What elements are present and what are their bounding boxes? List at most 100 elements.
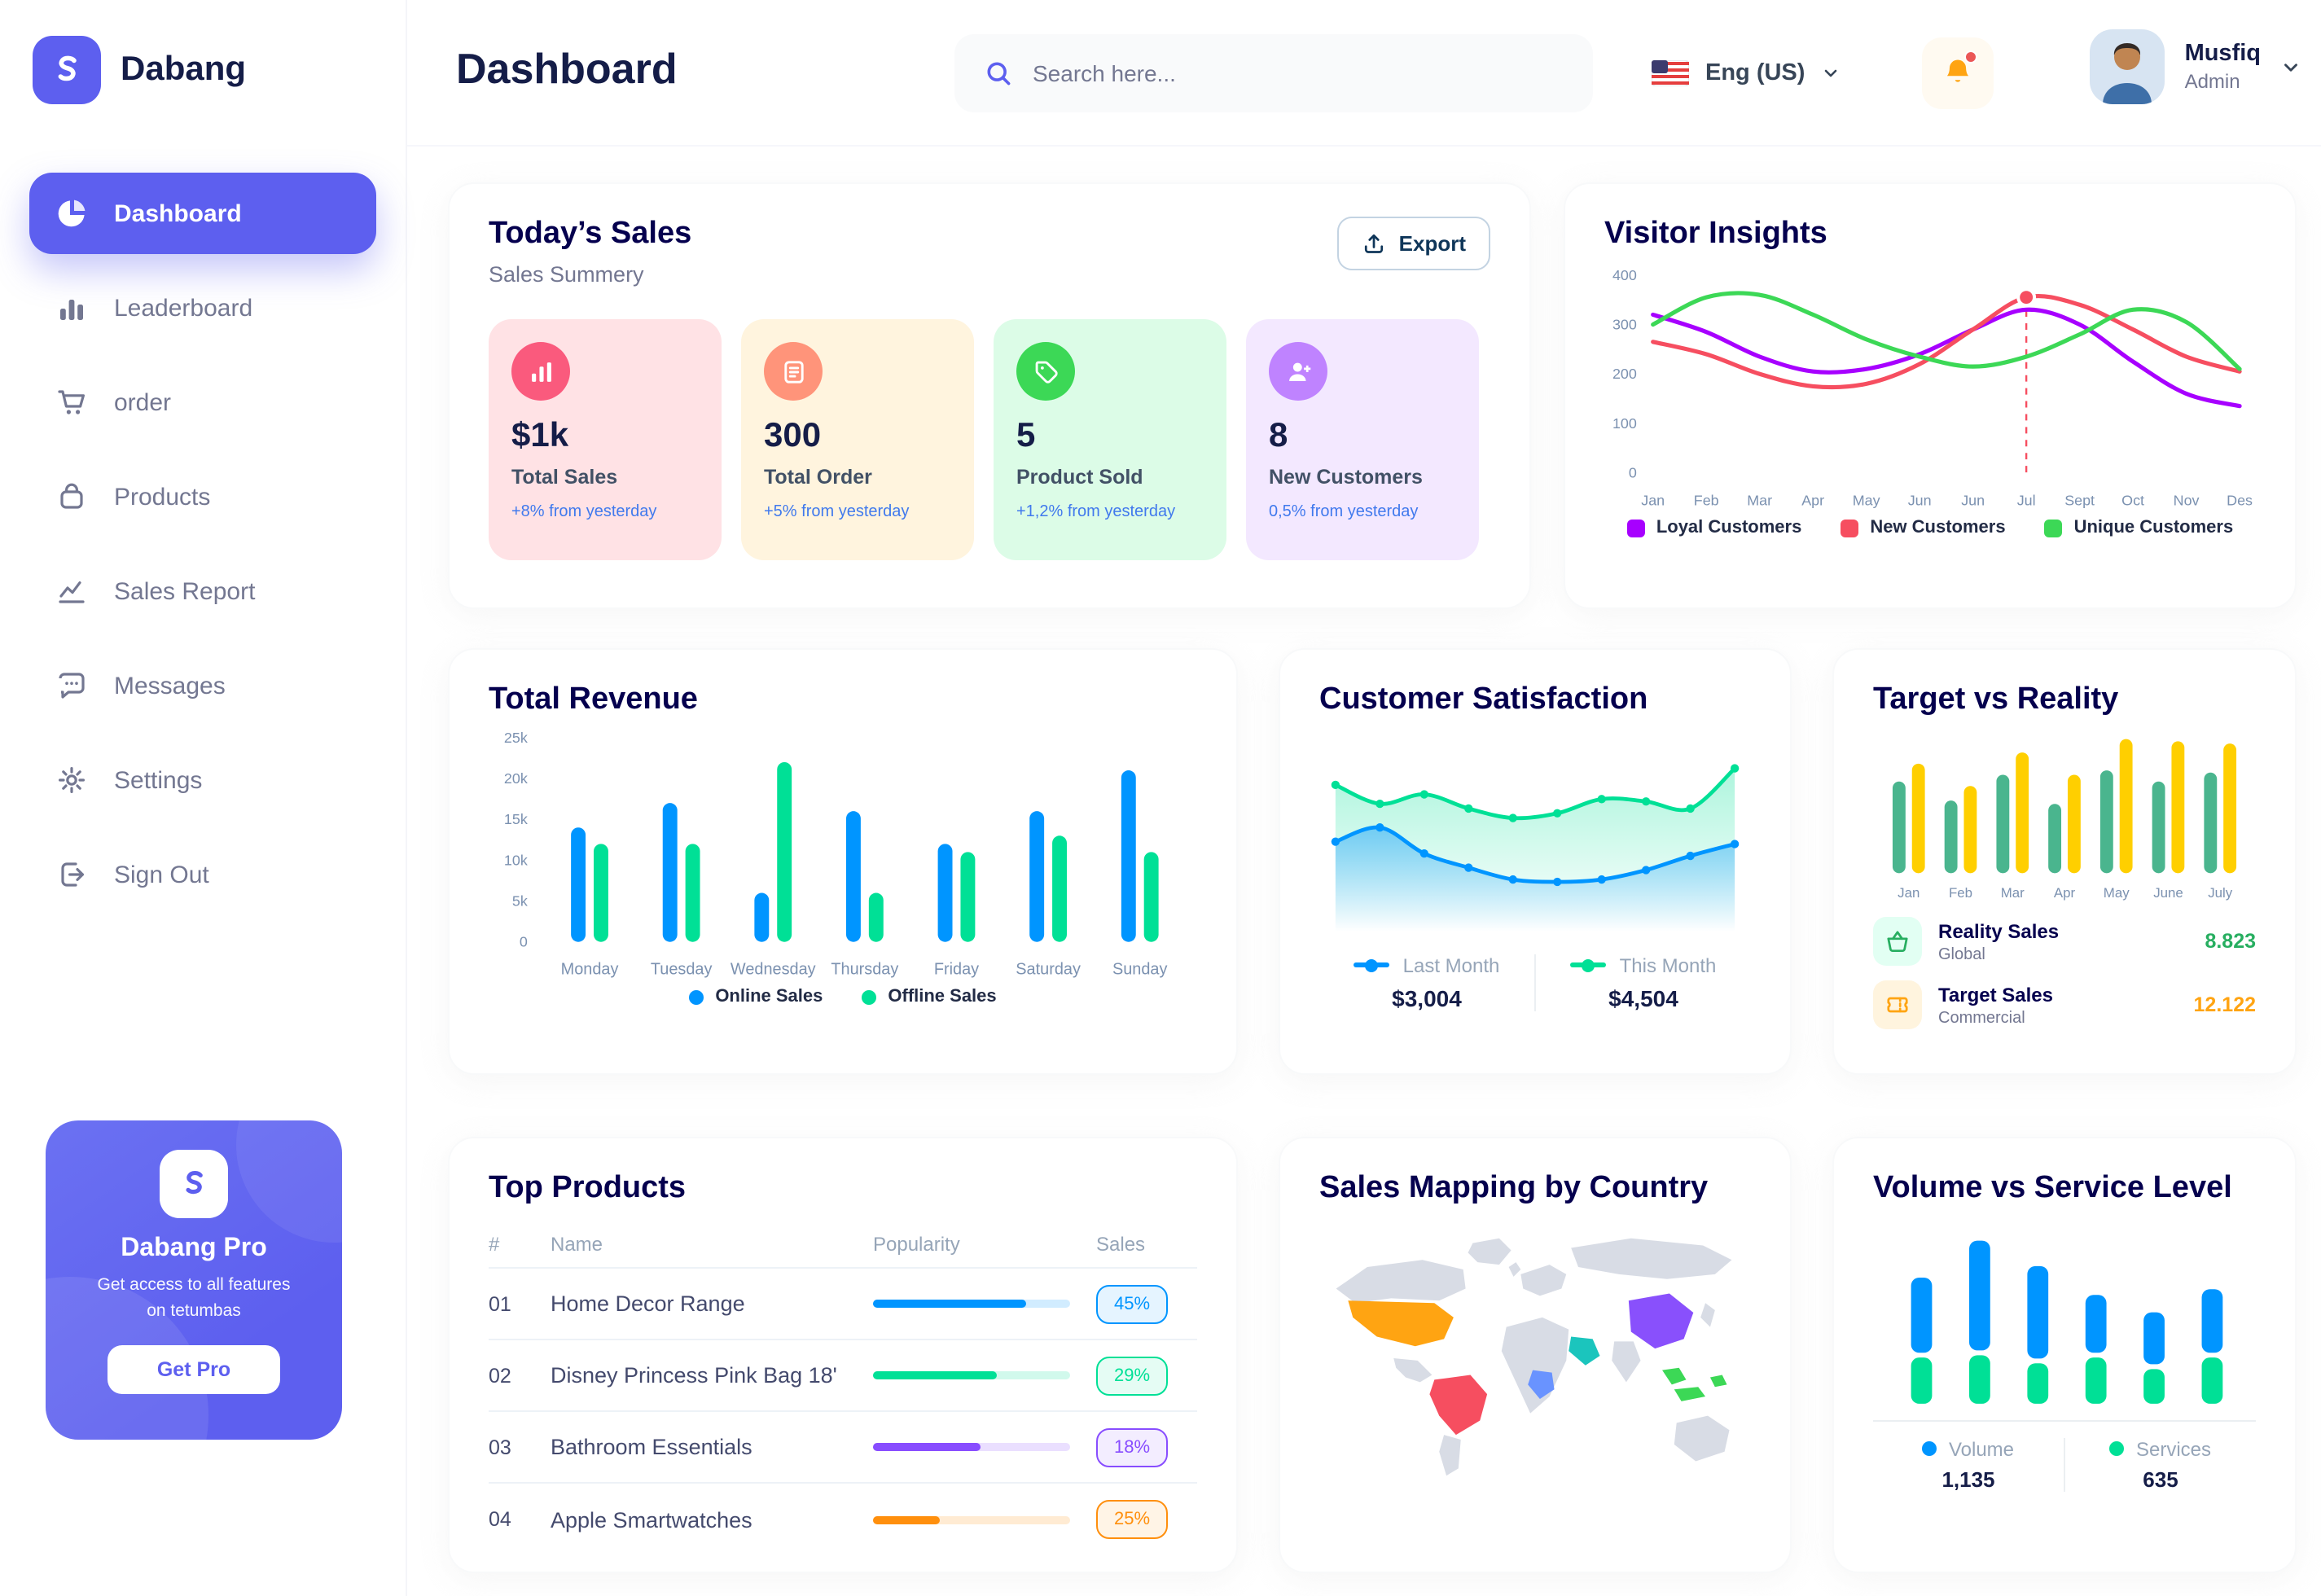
legend-label: Services: [2135, 1437, 2211, 1461]
series-subtitle: Global: [1938, 945, 1985, 964]
profile-menu[interactable]: Musfiq Admin: [2090, 29, 2301, 104]
legend-item: This Month $4,504: [1534, 954, 1751, 1011]
notification-dot: [1964, 50, 1977, 64]
svg-text:Saturday: Saturday: [1016, 961, 1081, 979]
new-customer-icon: [1269, 342, 1327, 401]
sidebar-item-messages[interactable]: Messages: [29, 645, 376, 726]
svg-text:0: 0: [1629, 465, 1637, 481]
svg-text:Apr: Apr: [2054, 885, 2076, 901]
sales-cell: 29%: [1096, 1356, 1197, 1395]
product-rank: 04: [489, 1508, 511, 1531]
get-pro-button[interactable]: Get Pro: [107, 1344, 280, 1393]
sidebar-item-label: Dashboard: [114, 200, 242, 227]
sidebar-item-settings[interactable]: Settings: [29, 739, 376, 821]
svg-text:June: June: [2153, 885, 2183, 901]
svg-text:Thursday: Thursday: [831, 961, 898, 979]
ticket-icon: [1873, 980, 1922, 1030]
table-header: # Name Popularity Sales: [489, 1220, 1197, 1269]
sales-cell: 25%: [1096, 1500, 1197, 1539]
revenue-legend: Online Sales Offline Sales: [489, 987, 1197, 1006]
legend-label: Last Month: [1402, 954, 1500, 977]
search-input[interactable]: [1033, 60, 1564, 86]
product-rank: 02: [489, 1364, 511, 1387]
svg-text:200: 200: [1612, 366, 1637, 382]
sidebar-item-label: Products: [114, 483, 211, 511]
svg-text:Monday: Monday: [561, 961, 619, 979]
legend-swatch: [2044, 519, 2063, 537]
sales-chart-icon: [511, 342, 570, 401]
svg-text:Jun: Jun: [1961, 492, 1985, 508]
line-chart-icon: [55, 575, 88, 607]
legend-label-row: This Month: [1570, 954, 1717, 977]
sidebar-item-label: order: [114, 388, 172, 416]
svg-text:Jan: Jan: [1898, 885, 1920, 901]
export-button[interactable]: Export: [1336, 217, 1490, 270]
user-name: Musfiq: [2184, 41, 2261, 67]
svg-text:100: 100: [1612, 415, 1637, 432]
product-name: Home Decor Range: [551, 1291, 745, 1316]
sidebar-item-order[interactable]: order: [29, 362, 376, 443]
legend-label-row: Volume: [1922, 1437, 2015, 1461]
chevron-down-icon: [2280, 56, 2301, 77]
legend-item: Volume 1,135: [1873, 1438, 2064, 1492]
sidebar-item-label: Messages: [114, 672, 226, 699]
target-vs-reality-card: Target vs Reality Jan Feb Mar Apr May June Jul…: [1832, 648, 2297, 1075]
sidebar-item-products[interactable]: Products: [29, 456, 376, 537]
legend-label: Volume: [1948, 1437, 2015, 1461]
sales-badge: 45%: [1096, 1284, 1168, 1323]
svg-text:300: 300: [1612, 317, 1637, 333]
legend-swatch: [2109, 1441, 2125, 1457]
visitor-insights-chart: 0 100 200 300 400 Jan Feb Mar Apr May Jun Jun Jul Sep…: [1612, 267, 2253, 509]
volume-vs-service-chart: [1911, 1240, 2223, 1404]
legend-item: Loyal Customers: [1626, 518, 1801, 537]
sidebar-item-sales-report[interactable]: Sales Report: [29, 550, 376, 632]
svg-text:0: 0: [520, 934, 528, 950]
todays-sales-heading: Today’s Sales Sales Summery: [489, 217, 691, 287]
bell-icon: [1940, 55, 1976, 91]
svg-text:Wednesday: Wednesday: [731, 961, 816, 979]
stat-change: +5% from yesterday: [764, 503, 910, 521]
cart-icon: [55, 386, 88, 419]
svg-text:Tuesday: Tuesday: [651, 961, 713, 979]
export-icon: [1362, 231, 1386, 256]
column-header: Popularity: [873, 1232, 960, 1255]
legend-value: $3,004: [1392, 984, 1462, 1011]
stat-card-new-customers: 8 New Customers 0,5% from yesterday: [1246, 319, 1479, 560]
legend-item: New Customers: [1841, 518, 2006, 537]
reality-sales-text: Reality Sales Global: [1938, 919, 2059, 963]
search-icon: [984, 59, 1013, 88]
order-file-icon: [764, 342, 823, 401]
visitor-insights-card: Visitor Insights 0 100 200 300 400 Jan Feb Mar A…: [1564, 182, 2297, 609]
column-header: #: [489, 1232, 500, 1255]
sidebar-item-leaderboard[interactable]: Leaderboard: [29, 267, 376, 349]
series-subtitle: Commercial: [1938, 1009, 2025, 1028]
legend-label: This Month: [1619, 954, 1717, 977]
series-name: Target Sales: [1938, 983, 2053, 1006]
legend-item: Online Sales: [689, 987, 823, 1006]
total-revenue-chart: 0 5k 10k 15k 20k 25k Monday Tuesday Wednesday Thu…: [504, 730, 1168, 979]
popularity-bar: [873, 1515, 1096, 1524]
column-header: Sales: [1096, 1232, 1146, 1255]
bag-icon: [55, 480, 88, 513]
notifications-button[interactable]: [1922, 37, 1994, 109]
us-flag-icon: [1652, 60, 1689, 86]
pro-title: Dabang Pro: [121, 1234, 267, 1262]
popularity-bar: [873, 1371, 1096, 1379]
sidebar-item-dashboard[interactable]: Dashboard: [29, 173, 376, 254]
svg-text:10k: 10k: [504, 852, 528, 868]
series-value: 12.122: [2193, 993, 2256, 1017]
stat-card-total-order: 300 Total Order +5% from yesterday: [741, 319, 974, 560]
gear-icon: [55, 764, 88, 796]
svg-text:15k: 15k: [504, 811, 528, 827]
language-selector[interactable]: Eng (US): [1652, 49, 1841, 98]
pro-card: Dabang Pro Get access to all features on…: [46, 1120, 342, 1440]
stat-label: Total Order: [764, 466, 872, 489]
svg-text:20k: 20k: [504, 770, 528, 787]
stat-card-product-sold: 5 Product Sold +1,2% from yesterday: [994, 319, 1226, 560]
brand[interactable]: Dabang: [0, 0, 406, 140]
pie-chart-icon: [55, 197, 88, 230]
total-revenue-card: Total Revenue 0 5k 10k 15k 20k 25k Monday Tuesd…: [448, 648, 1238, 1075]
legend-swatch: [1922, 1441, 1937, 1457]
brand-name: Dabang: [121, 50, 247, 88]
sidebar-item-sign-out[interactable]: Sign Out: [29, 834, 376, 915]
